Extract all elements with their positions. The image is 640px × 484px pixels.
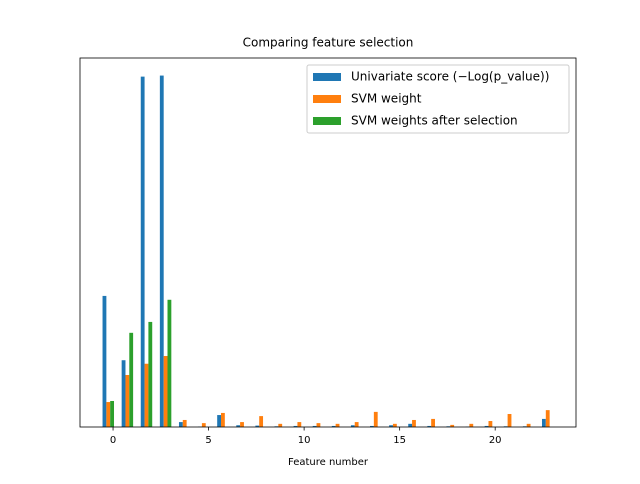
legend-label: SVM weights after selection: [351, 114, 518, 128]
bar: [317, 423, 321, 427]
bar: [355, 422, 359, 427]
bar: [240, 422, 244, 427]
bar: [122, 360, 126, 427]
bar: [393, 424, 397, 427]
bar: [103, 296, 107, 427]
bar: [125, 375, 129, 427]
legend-label: Univariate score (−Log(p_value)): [351, 70, 549, 84]
bar: [110, 401, 114, 427]
bar: [336, 424, 340, 427]
bar: [160, 76, 164, 427]
x-axis-label: Feature number: [288, 457, 369, 468]
legend-label: SVM weight: [351, 92, 422, 106]
bar: [148, 322, 152, 427]
bar: [183, 420, 187, 427]
bar: [469, 424, 473, 427]
bar: [542, 419, 546, 427]
x-tick-label: 10: [298, 435, 311, 446]
bar: [221, 413, 225, 427]
x-tick-label: 20: [489, 435, 502, 446]
bar: [179, 422, 183, 427]
bar: [141, 77, 145, 427]
bar: [374, 412, 378, 427]
bar: [259, 416, 263, 427]
bar: [202, 423, 206, 427]
x-tick-label: 15: [393, 435, 406, 446]
legend-swatch: [313, 73, 341, 81]
bar: [408, 424, 412, 427]
bar: [278, 424, 282, 427]
bar: [297, 422, 301, 427]
bar: [527, 424, 531, 427]
bar: [217, 415, 221, 427]
bar: [164, 356, 168, 427]
bar: [168, 300, 172, 427]
x-tick-label: 0: [110, 435, 116, 446]
legend-swatch: [313, 95, 341, 103]
bar: [145, 364, 149, 427]
bar: [412, 420, 416, 427]
x-tick-label: 5: [205, 435, 211, 446]
bar: [431, 419, 435, 427]
bar: [488, 421, 492, 427]
bar: [546, 410, 550, 427]
bar: [508, 414, 512, 427]
bar: [129, 333, 133, 427]
bar: [106, 402, 110, 427]
chart-title: Comparing feature selection: [243, 36, 414, 50]
legend-swatch: [313, 117, 341, 125]
